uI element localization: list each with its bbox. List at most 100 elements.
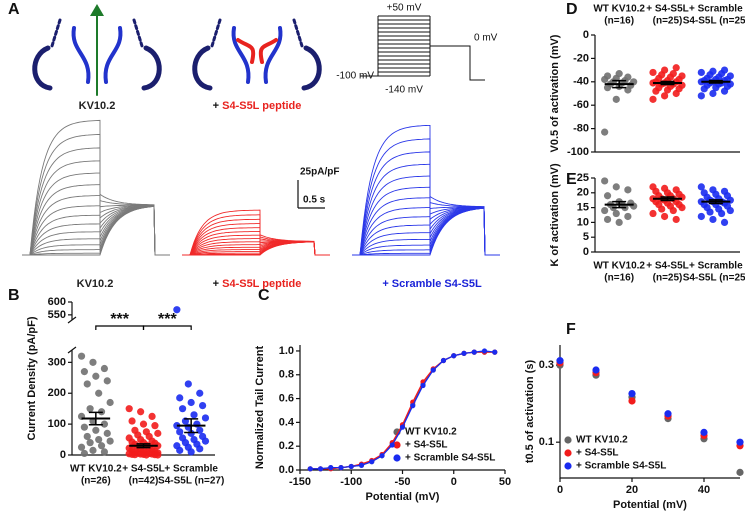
data-point [471,349,477,355]
y-axis-title: Current Density (pA/pF) [26,316,38,440]
error-bar [612,79,627,89]
category-label: + S4-S5L [646,4,689,15]
trace [22,160,170,256]
data-point [615,218,623,226]
data-point [603,215,612,224]
label-text: S4-S5L peptide [222,278,301,290]
legend-label: WT KV10.2 [576,435,628,446]
data-point [83,432,91,441]
label-text: KV10.2 [77,278,114,290]
panel-letter: A [8,1,20,18]
data-point [201,414,210,422]
category-label: (n=16) [604,273,634,284]
label-prefix: + [213,278,219,290]
legend-marker [393,454,401,462]
y-tick-label: 25 [577,172,589,184]
y-tick-label: 0 [583,29,589,41]
x-tick-label: -100 [340,476,362,488]
category-label: + Scramble [164,464,218,475]
legend-marker [564,449,572,457]
data-point [410,403,416,409]
category-label: S4-S5L (n=27) [158,476,224,487]
y-tick-label: 20 [577,187,589,199]
data-point [649,68,657,77]
y-axis-title: K of activation (mV) [549,163,561,267]
trace [352,175,500,256]
data-point [709,89,717,98]
x-tick-label: -50 [395,476,411,488]
data-point [612,95,620,103]
data-point [148,412,156,420]
data-point [678,193,686,201]
category-label: (n=25) [653,273,683,284]
data-point [100,448,109,456]
data-point [187,429,195,437]
data-point [492,349,498,355]
data-point [317,466,324,472]
error-bar [660,80,675,86]
panel-letter: E [566,171,577,188]
significance-label: *** [110,311,129,328]
scale-label: 25pA/pF [300,167,339,178]
y-tick-label: -80 [573,123,589,135]
data-point [481,348,488,354]
legend-label: + Scramble S4-S5L [576,461,666,472]
voltage-protocol [360,15,485,81]
data-point [601,128,609,136]
data-point [720,218,729,226]
x-tick-label: 0 [451,476,457,488]
data-point [176,428,184,436]
x-tick-label: -150 [289,476,311,488]
data-point [86,439,94,447]
legend-label: + S4-S5L [405,440,448,451]
channel-diagram [32,4,162,96]
data-point [103,377,111,385]
data-point [661,212,669,221]
data-point [178,405,187,413]
data-point [612,209,620,218]
category-label: S4-S5L (n=25) [683,273,745,284]
data-point [389,442,395,448]
y-tick-label: 0.0 [279,464,294,476]
y-tick-label: 300 [48,356,66,368]
error-bar [708,79,723,84]
data-point [709,215,717,224]
data-point [97,442,106,450]
x-tick-label: 20 [626,484,638,496]
data-point [80,423,88,431]
legend-label: + Scramble S4-S5L [405,453,495,464]
data-point [649,209,657,218]
protocol-label: 0 mV [474,33,498,44]
trace [352,151,500,256]
data-point [624,186,632,194]
data-point [89,358,97,366]
y-tick-label: 0.4 [279,416,295,428]
y-tick-label: 0 [60,449,66,461]
data-point [128,417,136,425]
y-tick-label: -100 [567,146,589,158]
current-traces [22,119,500,256]
data-point [661,66,669,74]
channel-diagram-peptide [192,18,322,91]
label: + S4-S5L peptide [213,278,302,290]
data-point [697,92,705,100]
error-bar [88,411,103,426]
data-point [718,209,726,218]
data-point [661,92,669,100]
data-point [184,380,192,388]
error-bar [136,443,151,449]
data-point [649,95,657,103]
trace [22,205,170,256]
data-point [612,183,620,191]
label: + Scramble S4-S5L [382,278,482,290]
trace [22,172,170,256]
y-tick-label: 0 [583,246,589,258]
y-tick-label: 5 [583,231,589,243]
category-label: WT KV10.2 [70,464,122,475]
y-tick-label: 0.2 [279,440,294,452]
data-point [151,422,159,430]
y-tick-label: 200 [48,387,66,399]
panel-letter: B [8,287,20,304]
data-point [672,215,680,224]
data-point [199,401,207,410]
